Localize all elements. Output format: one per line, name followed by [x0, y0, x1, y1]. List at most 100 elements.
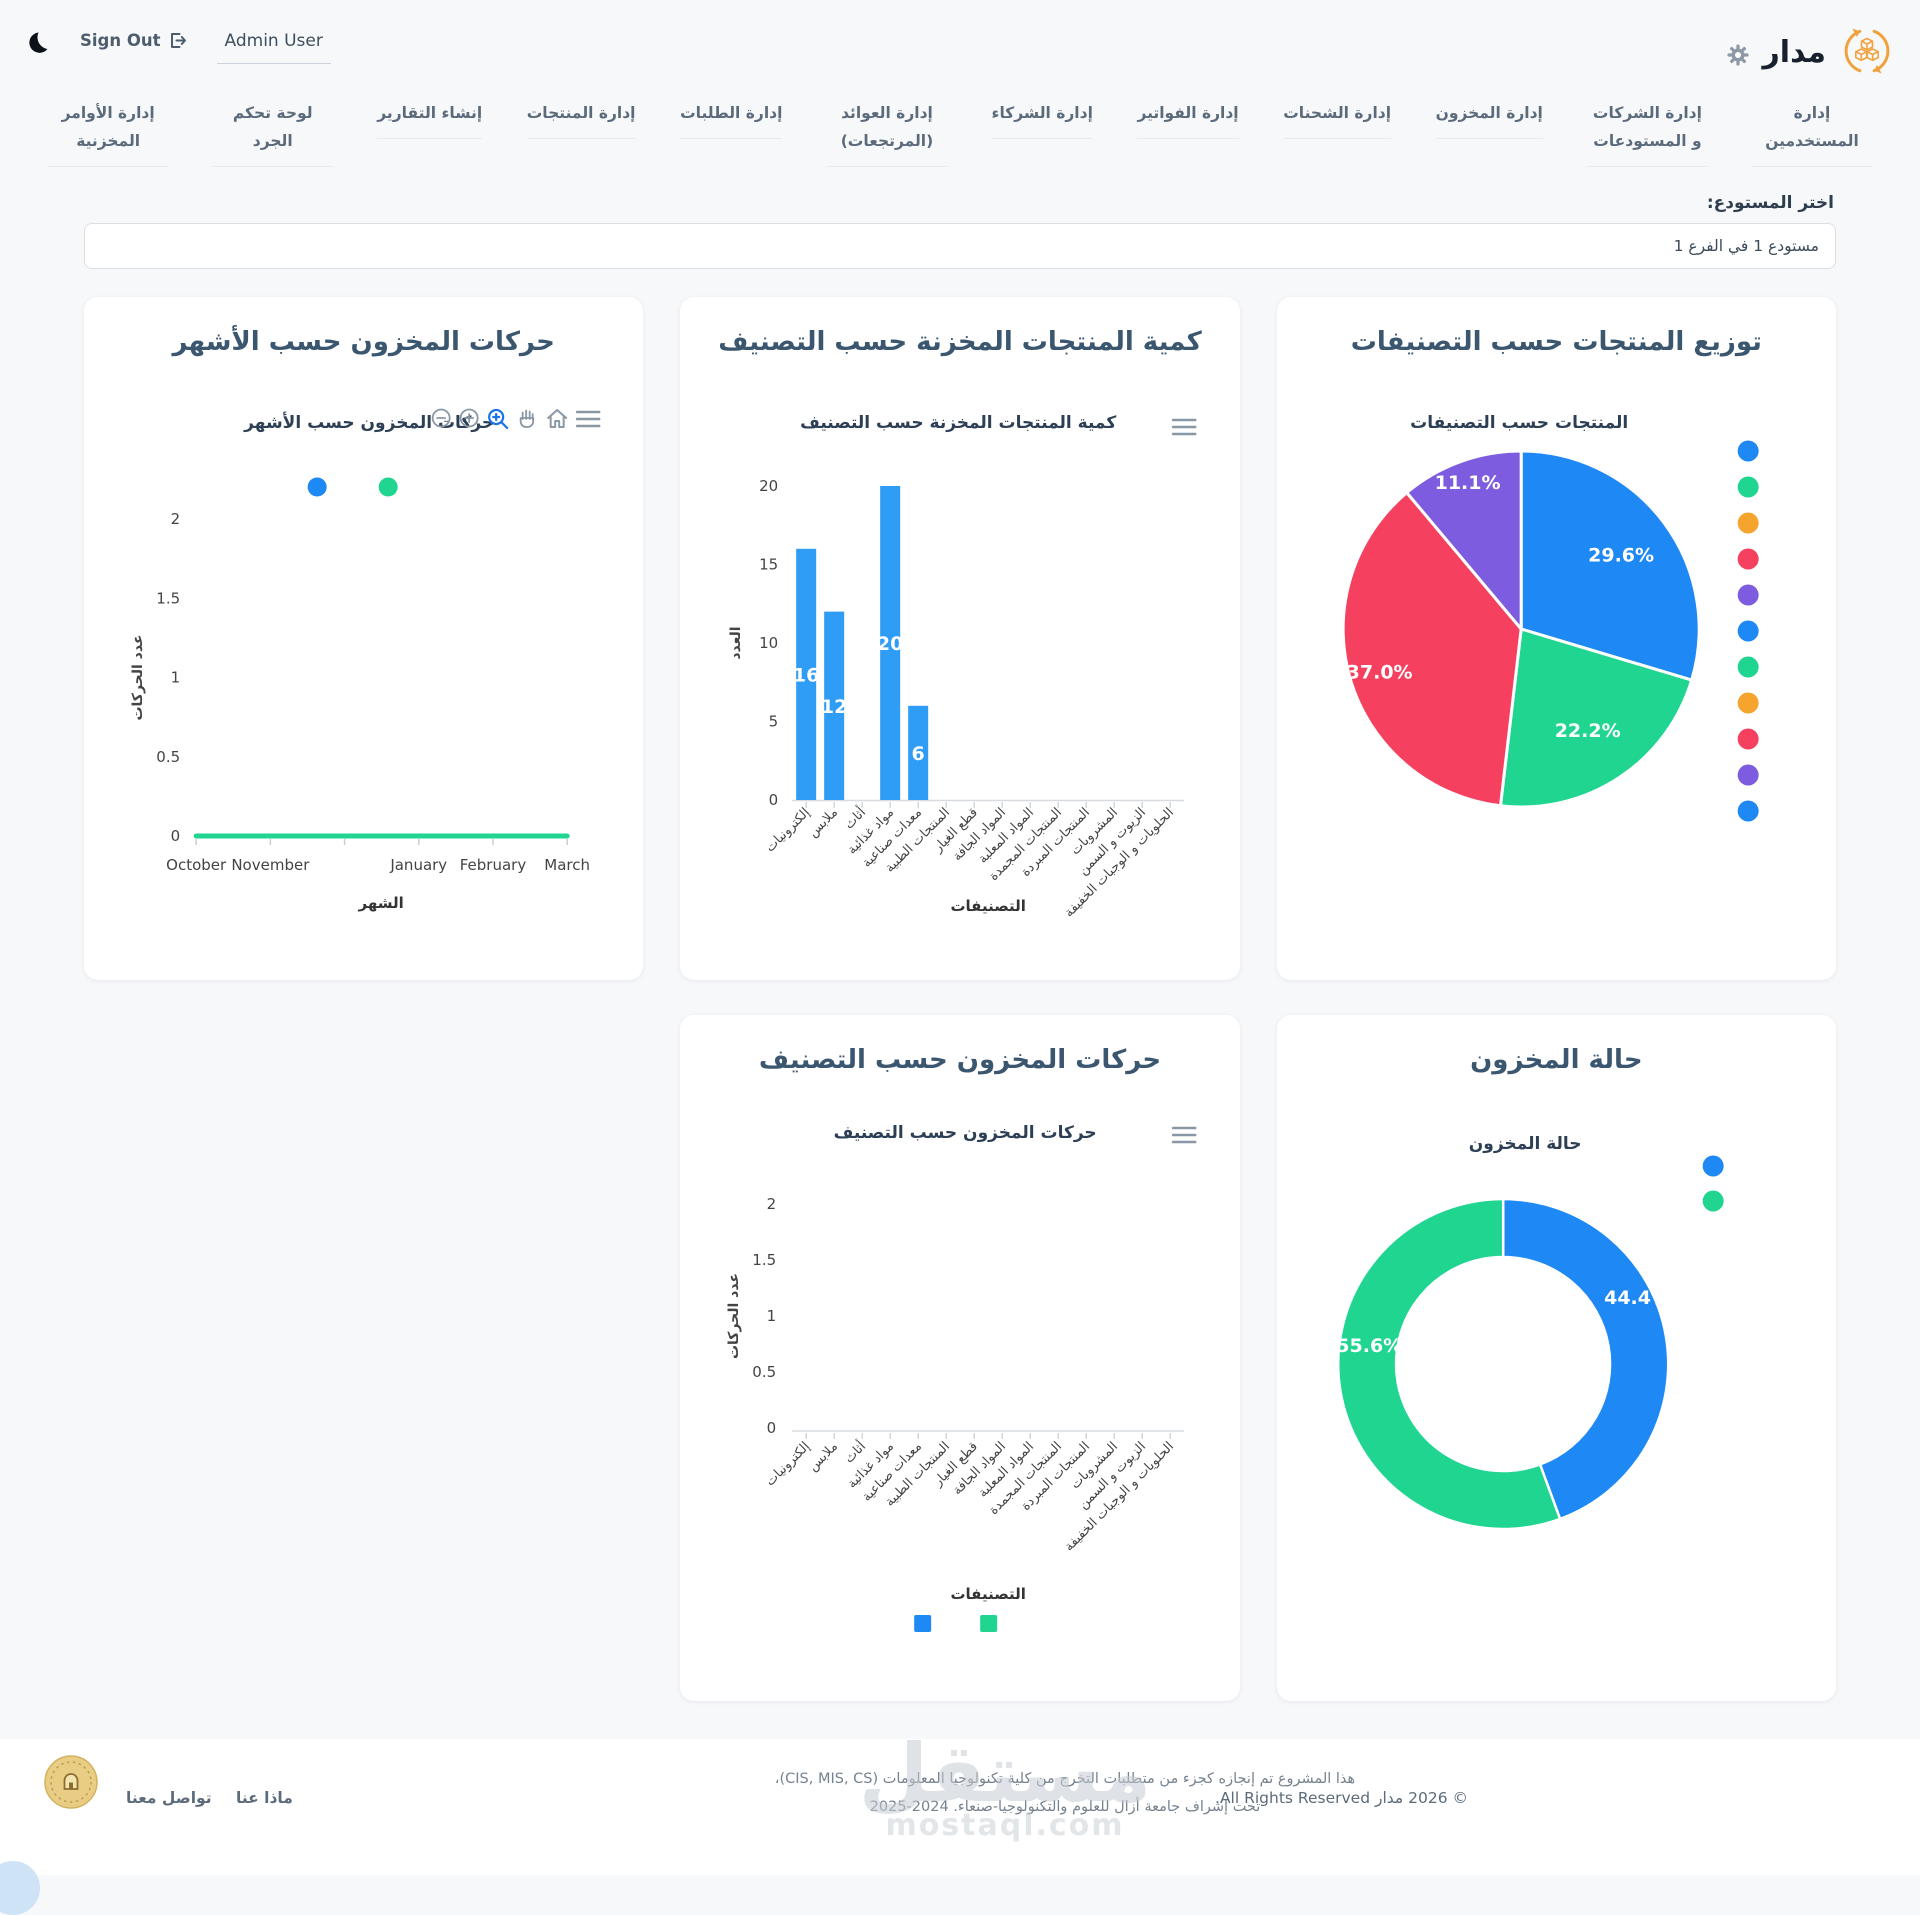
nav-item-companies-warehouses[interactable]: إدارة الشركات و المستودعات [1587, 100, 1708, 167]
bar-chart-stored-quantity: كمية المنتجات المخزنة حسب التصنيف 0 5 10 15 2… [680, 297, 1239, 980]
legend-dot[interactable] [1702, 1190, 1724, 1212]
menu-icon[interactable] [1172, 1126, 1197, 1144]
pie-slice-label: 11.1% [1434, 472, 1500, 494]
sign-out-arrow-icon [170, 33, 186, 48]
card-title-products-distribution: توزيع المنتجات حسب التصنيفات [1350, 326, 1762, 357]
chart-inner-title: حالة المخزون [1468, 1134, 1581, 1154]
bar-value-label: 20 [877, 633, 903, 655]
x-category-label: ملابس [806, 805, 841, 840]
nav-item-shipments[interactable]: إدارة الشحنات [1283, 100, 1392, 139]
brand: مدار [1727, 24, 1894, 82]
circle-plus-icon[interactable] [459, 408, 479, 428]
nav-item-products[interactable]: إدارة المنتجات [526, 100, 636, 139]
settings-gear-icon[interactable] [1727, 44, 1749, 66]
dark-mode-toggle-icon[interactable] [24, 30, 50, 56]
brand-name: مدار [1762, 35, 1826, 70]
y-axis-title: العدد [729, 626, 745, 659]
home-icon[interactable] [547, 408, 568, 428]
pie-slice[interactable] [1519, 449, 1701, 682]
card-title-stored-quantity: كمية المنتجات المخزنة حسب التصنيف [718, 326, 1202, 357]
legend-dot[interactable] [1737, 584, 1759, 606]
y-tick-label: 2 [767, 1195, 777, 1213]
pie-slice[interactable] [1498, 627, 1693, 809]
legend-dot[interactable] [1737, 548, 1759, 570]
donut-chart-inventory-status: حالة المخزون 44.4% 55.6% [1277, 1015, 1836, 1701]
legend-dot[interactable] [1702, 1155, 1724, 1177]
nav-item-stocktake-dashboard[interactable]: لوحة تحكم الجرد [212, 100, 333, 167]
warehouse-select[interactable]: مستودع 1 في الفرع 1 [84, 222, 1836, 269]
chart-inner-title: حركات المخزون حسب الأشهر [243, 412, 494, 433]
card-products-distribution: توزيع المنتجات حسب التصنيفات المنتجات حس… [1276, 296, 1836, 980]
legend-square[interactable] [980, 1614, 998, 1632]
pie-slice-label: 37.0% [1346, 661, 1412, 683]
donut-slice[interactable] [1336, 1197, 1561, 1530]
menu-icon[interactable] [1172, 418, 1197, 436]
legend-dot[interactable] [378, 477, 398, 497]
footer-logo-icon [44, 1755, 98, 1813]
bar[interactable] [824, 611, 845, 800]
chart-inner-title: المنتجات حسب التصنيفات [1410, 413, 1628, 433]
x-category-label: ملابس [806, 1439, 841, 1474]
legend-dot[interactable] [1737, 656, 1759, 678]
chart-svg: حركات المخزون حسب التصنيف 0 0.5 1 1.5 2 عدد ال… [727, 1123, 1197, 1632]
pie-slice-label: 22.2% [1554, 720, 1620, 742]
circle-minus-icon[interactable] [431, 408, 451, 428]
footer-note-line1: هذا المشروع تم إنجازه كجزء من متطلبات ال… [774, 1770, 1356, 1787]
y-tick-label: 1.5 [753, 1251, 777, 1269]
nav-item-partners[interactable]: إدارة الشركاء [991, 100, 1093, 139]
y-tick-label: 0 [767, 1419, 777, 1437]
x-tick-label: November [231, 856, 310, 874]
footer-link-contact[interactable]: تواصل معنا [126, 1788, 212, 1807]
legend-dot[interactable] [1737, 476, 1759, 498]
bar[interactable] [880, 485, 901, 800]
bar[interactable] [796, 548, 817, 800]
footer-link-about[interactable]: ماذا عنا [236, 1788, 293, 1807]
nav-item-inventory-orders[interactable]: إدارة الأوامر المخزنية [48, 100, 169, 167]
nav-item-users[interactable]: إدارة المستخدمين [1752, 100, 1872, 167]
nav-item-invoices[interactable]: إدارة الفواتير [1137, 100, 1239, 139]
y-tick-label: 0.5 [753, 1363, 777, 1381]
warehouse-select-label: اختر المستودع: [1706, 192, 1834, 213]
zoom-in-icon[interactable] [488, 408, 509, 429]
y-tick-label: 1 [767, 1307, 777, 1325]
pan-icon[interactable] [519, 409, 535, 428]
x-axis-title: الشهر [358, 894, 404, 912]
chart-inner-title: كمية المنتجات المخزنة حسب التصنيف [800, 413, 1116, 433]
legend-dot[interactable] [1737, 800, 1759, 822]
legend-dot[interactable] [1737, 764, 1759, 786]
legend-dot[interactable] [1737, 620, 1759, 642]
donut-slice[interactable] [1501, 1197, 1670, 1520]
bar[interactable] [908, 705, 929, 800]
chart-svg: حالة المخزون 44.4% 55.6% [1336, 1134, 1724, 1530]
nav-item-reports[interactable]: إنشاء التقارير [377, 100, 483, 139]
line-chart-movements-by-category: حركات المخزون حسب التصنيف 0 0.5 1 1.5 2 عدد ال… [680, 1015, 1239, 1701]
x-axis-title: التصنيفات [951, 1585, 1026, 1603]
nav-item-inventory[interactable]: إدارة المخزون [1435, 100, 1543, 139]
nav-item-returns[interactable]: إدارة العوائد (المرتجعات) [826, 100, 947, 167]
footer: © 2026 مدار All Rights Reserved. هذا الم… [0, 1738, 1920, 1875]
y-tick-label: 0 [769, 791, 779, 809]
card-inventory-status: حالة المخزون حالة المخزون 44.4% 55.6% [1276, 1014, 1836, 1701]
legend-dot[interactable] [1737, 692, 1759, 714]
sign-out-button[interactable]: Sign Out [80, 31, 187, 50]
footer-note: هذا المشروع تم إنجازه كجزء من متطلبات ال… [560, 1765, 1570, 1822]
y-tick-label: 0 [171, 827, 181, 845]
legend-dot[interactable] [1737, 728, 1759, 750]
pie-slice[interactable] [1341, 490, 1523, 808]
copyright: © 2026 مدار All Rights Reserved. [1215, 1788, 1469, 1807]
line-chart-movements-by-month: حركات المخزون حسب الأشهر 0 0.5 1 1.5 2 عدد الح… [84, 297, 643, 980]
menu-icon[interactable] [575, 410, 601, 428]
pie-slice[interactable] [1404, 449, 1523, 631]
user-menu[interactable]: Admin User [216, 28, 331, 64]
legend-dot[interactable] [1737, 440, 1759, 462]
donut-slice-label: 44.4% [1604, 1287, 1670, 1309]
y-tick-label: 2 [171, 510, 181, 528]
card-stored-quantity: كمية المنتجات المخزنة حسب التصنيف كمية ا… [680, 296, 1240, 980]
y-tick-label: 10 [759, 634, 778, 652]
y-tick-label: 1.5 [156, 589, 180, 607]
legend-dot[interactable] [1737, 512, 1759, 534]
nav-item-orders[interactable]: إدارة الطلبات [680, 100, 783, 139]
legend-dot[interactable] [307, 477, 327, 497]
legend-square[interactable] [914, 1614, 932, 1632]
